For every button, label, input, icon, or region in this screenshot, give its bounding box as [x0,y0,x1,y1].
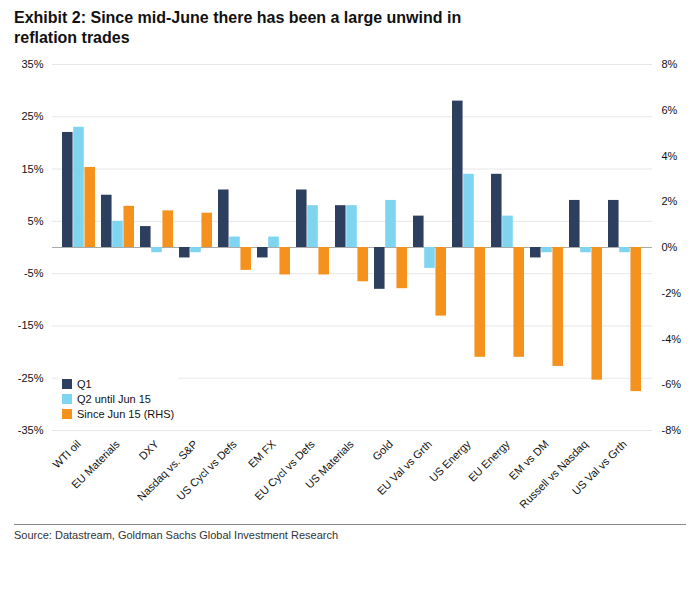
svg-text:-5%: -5% [24,267,44,279]
svg-text:US Materials: US Materials [303,437,356,490]
svg-text:-15%: -15% [18,319,44,331]
html-text:Source: Datastream, Goldman Sa: Source: Datastream, Goldman Sachs Global… [14,529,338,541]
svg-text:0%: 0% [662,241,678,253]
svg-text:DXY: DXY [136,437,161,462]
svg-text:Nasdaq vs. S&P: Nasdaq vs. S&P [134,437,200,503]
svg-text:4%: 4% [662,150,678,162]
svg-text:5%: 5% [28,215,44,227]
svg-text:2%: 2% [662,195,678,207]
html-text:Q2 until Jun 15: Q2 until Jun 15 [77,393,151,405]
svg-text:EU Val vs Grth: EU Val vs Grth [375,438,434,497]
svg-text:EM FX: EM FX [246,437,279,470]
svg-text:WTI oil: WTI oil [50,438,83,471]
svg-text:EU Materials: EU Materials [69,437,122,490]
svg-text:EU Energy: EU Energy [466,437,512,483]
svg-text:US Energy: US Energy [426,437,473,484]
svg-text:-6%: -6% [662,378,682,390]
svg-text:Russell vs Nasdaq: Russell vs Nasdaq [517,438,590,511]
svg-text:US Cycl vs Defs: US Cycl vs Defs [174,437,239,502]
svg-text:US Val vs Grth: US Val vs Grth [570,438,629,497]
svg-text:EM vs DM: EM vs DM [506,437,551,483]
svg-text:35%: 35% [21,58,43,70]
html-text:Exhibit 2: Since mid-June ther: Exhibit 2: Since mid-June there has been… [14,9,462,46]
svg-text:-25%: -25% [18,372,44,384]
svg-text:-8%: -8% [662,424,682,436]
svg-text:15%: 15% [21,163,43,175]
svg-text:-4%: -4% [662,333,682,345]
svg-text:-2%: -2% [662,287,682,299]
html-text:Q1: Q1 [77,378,92,390]
svg-text:-35%: -35% [18,424,44,436]
svg-text:25%: 25% [21,110,43,122]
svg-text:EU Cycl vs Defs: EU Cycl vs Defs [252,437,317,502]
html-text:Since Jun 15 (RHS): Since Jun 15 (RHS) [77,408,175,420]
svg-text:Gold: Gold [370,438,395,463]
svg-text:8%: 8% [662,58,678,70]
svg-text:6%: 6% [662,104,678,116]
